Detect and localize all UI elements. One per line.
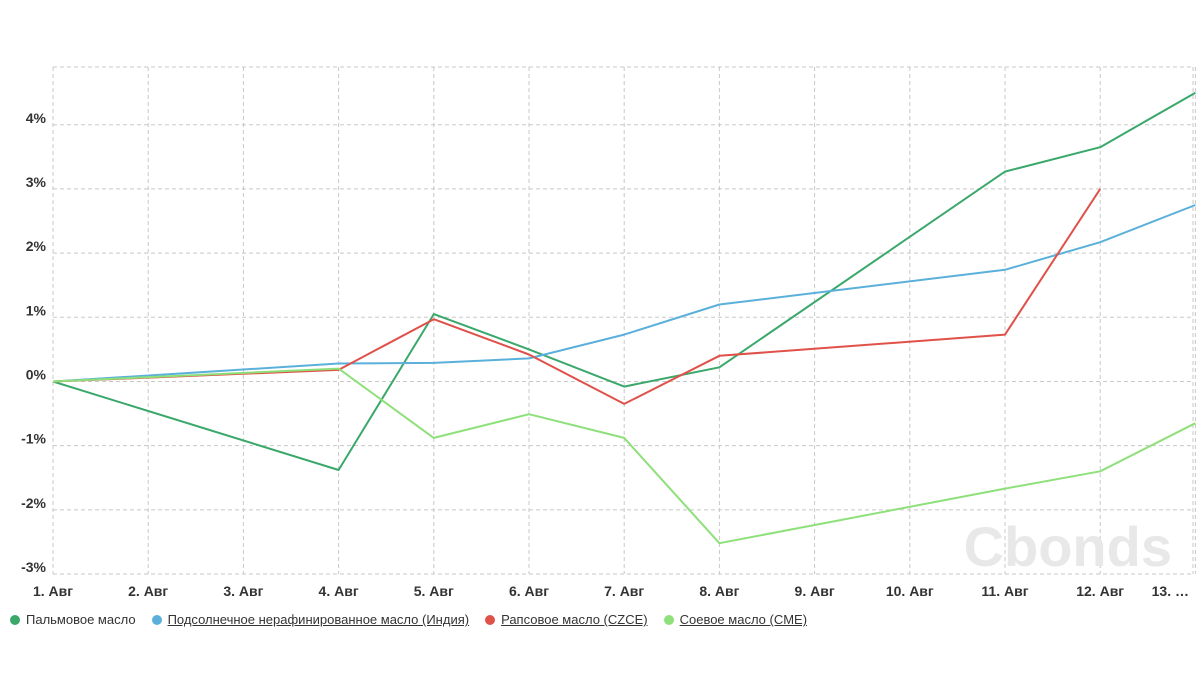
legend-marker-icon: [10, 614, 20, 625]
series-line: [52, 91, 1196, 471]
series-line: [52, 204, 1196, 383]
x-tick-label: 4. Авг: [319, 583, 359, 599]
y-tick-label: -2%: [21, 495, 46, 511]
grid-lines: [52, 66, 1196, 575]
x-tick-label: 1. Авг: [33, 583, 73, 599]
y-tick-label: 0%: [26, 366, 47, 382]
x-tick-label: 13. …: [1152, 583, 1189, 599]
legend-item[interactable]: Соевое масло (CME): [663, 612, 808, 627]
x-axis: 1. Авг 2. Авг 3. Авг 4. Авг 5. Авг 6. Авг 7. А…: [33, 583, 1189, 599]
legend-item[interactable]: Подсолнечное нерафинированное масло (Инд…: [151, 612, 470, 627]
legend-label: Соевое масло (CME): [679, 612, 808, 627]
series-line: [52, 367, 1196, 545]
x-tick-label: 2. Авг: [128, 583, 168, 599]
series-lines: [52, 91, 1196, 545]
legend-marker-icon: [485, 614, 496, 625]
y-tick-label: 3%: [26, 174, 47, 190]
y-axis: -3% -2% -1% 0% 1% 2% 3% 4%: [21, 110, 46, 575]
x-tick-label: 12. Авг: [1076, 583, 1124, 599]
y-tick-label: -3%: [21, 559, 46, 575]
y-tick-label: 2%: [26, 238, 47, 254]
legend-label: Пальмовое масло: [26, 612, 136, 627]
legend-label: Рапсовое масло (CZCE): [501, 612, 648, 627]
x-tick-label: 6. Авг: [509, 583, 549, 599]
x-tick-label: 10. Авг: [886, 583, 934, 599]
legend-label: Подсолнечное нерафинированное масло (Инд…: [167, 612, 470, 627]
legend-item[interactable]: Пальмовое масло: [10, 612, 136, 627]
x-tick-label: 9. Авг: [795, 583, 835, 599]
watermark: Cbonds: [964, 515, 1172, 578]
y-tick-label: -1%: [21, 431, 46, 447]
x-tick-label: 11. Авг: [981, 583, 1028, 599]
x-tick-label: 7. Авг: [604, 583, 644, 599]
line-chart: -3% -2% -1% 0% 1% 2% 3% 4% 1. Авг 2. Авг 3. Авг 4.…: [21, 66, 1196, 599]
legend-marker-icon: [151, 614, 162, 625]
series-line: [52, 188, 1102, 405]
legend-marker-icon: [663, 614, 674, 625]
legend-item[interactable]: Рапсовое масло (CZCE): [485, 612, 648, 627]
y-tick-label: 4%: [26, 110, 47, 126]
x-tick-label: 3. Авг: [223, 583, 263, 599]
legend: Пальмовое масло Подсолнечное нерафинирова…: [10, 612, 807, 627]
x-tick-label: 8. Авг: [699, 583, 739, 599]
x-tick-label: 5. Авг: [414, 583, 454, 599]
y-tick-label: 1%: [26, 302, 47, 318]
